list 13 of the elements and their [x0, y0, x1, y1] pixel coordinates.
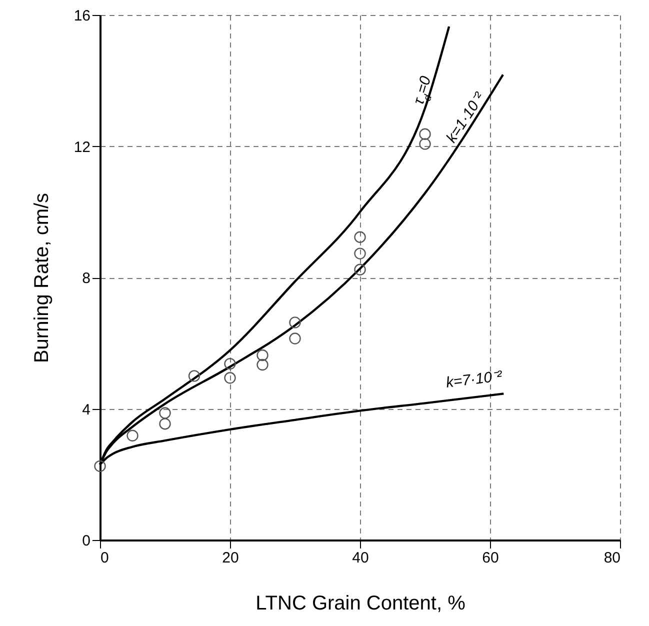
y-tick-label: 16 [74, 8, 90, 24]
x-tick-label: 0 [100, 550, 109, 566]
y-tick-label: 4 [82, 401, 90, 418]
x-axis-title: LTNC Grain Content, % [256, 592, 466, 614]
y-tick-label: 0 [82, 532, 90, 550]
x-tick-label: 80 [604, 550, 620, 566]
y-tick-label: 12 [74, 138, 90, 156]
y-axis-title: Burning Rate, cm/s [30, 192, 53, 364]
x-tick-label: 40 [352, 550, 369, 566]
y-tick-label: 8 [82, 270, 90, 287]
x-tick-label: 60 [482, 550, 499, 566]
text: k=7·10⁻² [445, 368, 504, 392]
x-tick-label: 20 [222, 550, 239, 566]
